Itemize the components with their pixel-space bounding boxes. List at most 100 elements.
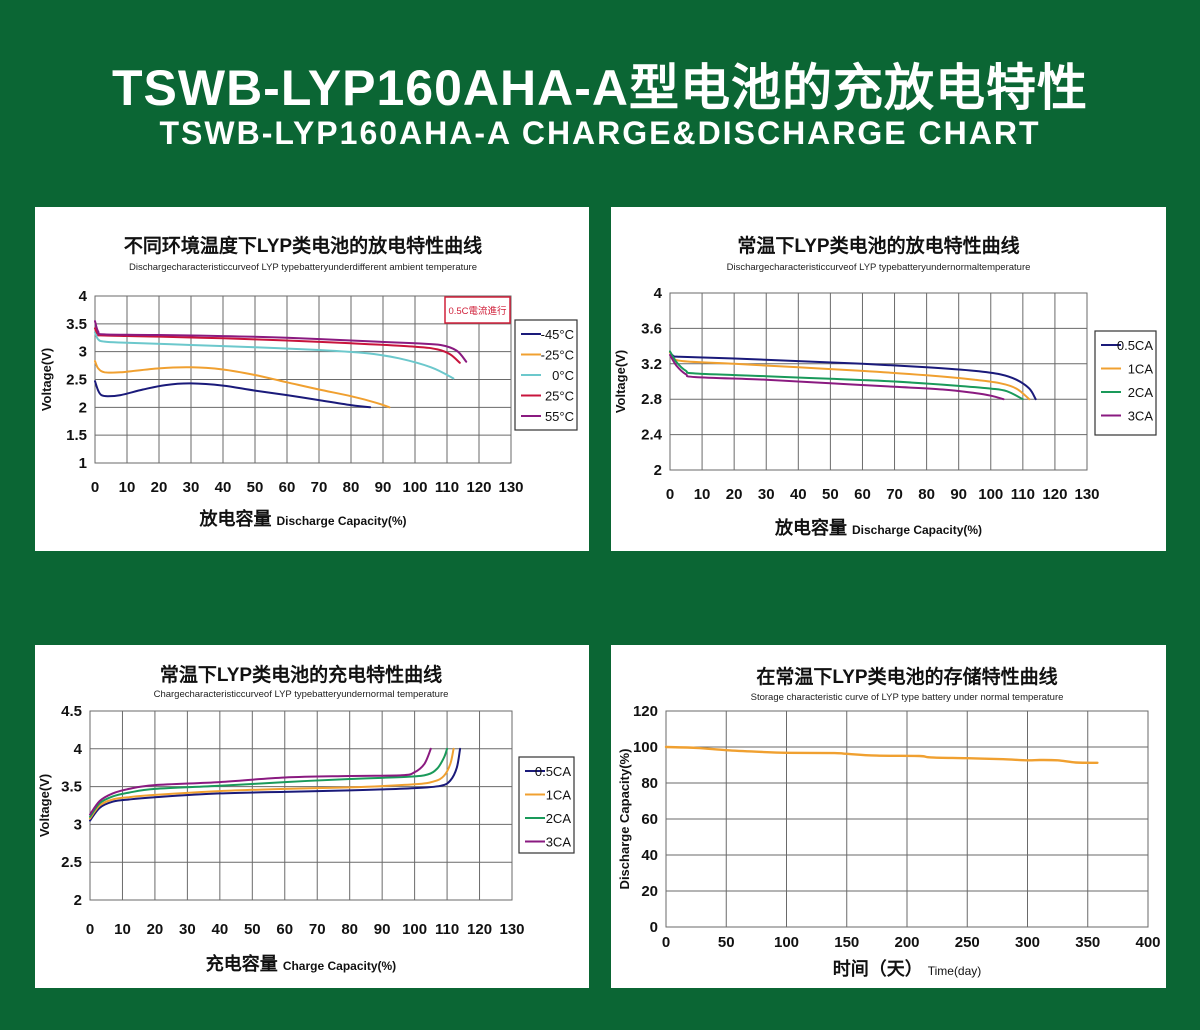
x-tick-label: 70	[886, 486, 903, 503]
series-line-0C	[94, 331, 455, 380]
series-line-3CA	[669, 354, 1005, 401]
y-tick-label: 3.5	[61, 779, 82, 796]
x-tick-label: 120	[1042, 486, 1067, 503]
x-axis-label-cn: 放电容量	[774, 517, 852, 538]
series-line-2CA	[669, 350, 1024, 401]
y-tick-label: 1	[79, 455, 87, 472]
x-axis-label: 时间（天） Time(day)	[833, 959, 982, 979]
y-tick-label: 2	[74, 892, 82, 909]
chart-grid	[665, 710, 1149, 928]
y-tick-label: 2	[79, 399, 87, 416]
y-tick-label: 2.8	[641, 391, 662, 408]
x-tick-label: 90	[375, 479, 392, 496]
chart-legend: 0.5CA 1CA 2CA 3CA	[518, 756, 575, 854]
x-tick-label: 20	[726, 486, 743, 503]
x-tick-label: 100	[402, 479, 427, 496]
series-line--45C	[94, 380, 372, 409]
x-tick-label: 70	[311, 479, 328, 496]
legend-label: 3CA	[1128, 409, 1154, 424]
chart-svg: 不同环境温度下LYP类电池的放电特性曲线 Dischargecharacteris…	[39, 234, 578, 529]
x-tick-label: 150	[834, 934, 859, 951]
legend-label: 2CA	[546, 811, 572, 826]
y-tick-label: 3.5	[66, 316, 87, 333]
chart-title: 不同环境温度下LYP类电池的放电特性曲线	[124, 234, 482, 257]
y-tick-label: 40	[641, 847, 658, 864]
y-tick-label: 3	[74, 816, 82, 833]
chart-panel-storage: 在常温下LYP类电池的存储特性曲线 Storage characteristic …	[611, 645, 1166, 988]
x-tick-label: 0	[86, 921, 94, 938]
chart-panel-rate-discharge: 常温下LYP类电池的放电特性曲线 Dischargecharacteristicc…	[611, 207, 1166, 551]
legend-label: 2CA	[1128, 385, 1154, 400]
y-tick-label: 4	[79, 288, 88, 305]
x-tick-label: 120	[467, 921, 492, 938]
x-tick-label: 40	[212, 921, 229, 938]
x-tick-label: 110	[1011, 486, 1035, 503]
chart-subtitle: Storage characteristic curve of LYP type…	[751, 692, 1064, 703]
x-tick-label: 130	[499, 921, 524, 938]
x-axis-label-en: Time(day)	[928, 964, 982, 978]
x-axis-label-en: Discharge Capacity(%)	[852, 523, 982, 537]
x-tick-label: 10	[119, 479, 136, 496]
y-tick-label: 120	[633, 703, 658, 720]
x-tick-label: 50	[247, 479, 264, 496]
legend-label: 1CA	[1128, 362, 1154, 377]
legend-label: 3CA	[546, 835, 572, 850]
annotation-note: 0.5C電流進行	[444, 296, 511, 324]
y-tick-label: 3	[79, 344, 87, 361]
chart-grid	[89, 710, 513, 901]
chart-svg: 在常温下LYP类电池的存储特性曲线 Storage characteristic …	[617, 665, 1161, 979]
x-axis-label: 放电容量 Discharge Capacity(%)	[774, 517, 982, 538]
x-tick-label: 20	[151, 479, 168, 496]
chart-svg: 常温下LYP类电池的充电特性曲线 Chargecharacteristiccurv…	[37, 663, 575, 974]
x-tick-label: 110	[435, 921, 459, 938]
x-axis-label-cn: 时间（天）	[833, 959, 928, 979]
chart-subtitle: Chargecharacteristiccurveof LYP typebatt…	[154, 689, 449, 700]
x-tick-label: 30	[183, 479, 200, 496]
series-line-1CA	[669, 351, 1031, 401]
x-axis-label-en: Charge Capacity(%)	[283, 959, 396, 973]
annotation-text: 0.5C電流進行	[448, 305, 507, 317]
x-axis-label-cn: 充电容量	[206, 953, 283, 974]
y-tick-label: 2	[654, 462, 662, 479]
chart-legend: 0.5CA 1CA 2CA 3CA	[1094, 330, 1157, 436]
legend-label: 25°C	[545, 389, 574, 404]
chart-legend: -45°C -25°C 0°C 25°C 55°C	[514, 319, 578, 431]
y-tick-label: 20	[641, 883, 658, 900]
y-tick-label: 4.5	[61, 703, 82, 720]
series-line-3CA	[89, 747, 432, 816]
x-tick-label: 0	[662, 934, 670, 951]
x-tick-label: 130	[498, 479, 523, 496]
legend-label: 0.5CA	[1117, 338, 1153, 353]
y-tick-label: 100	[633, 739, 658, 756]
y-axis-label: Voltage(V)	[613, 350, 628, 413]
x-tick-label: 80	[918, 486, 935, 503]
x-tick-label: 250	[955, 934, 980, 951]
chart-grid	[94, 295, 512, 464]
chart-title: 常温下LYP类电池的充电特性曲线	[160, 663, 442, 686]
x-axis-label-en: Discharge Capacity(%)	[276, 514, 406, 528]
y-tick-label: 60	[641, 811, 658, 828]
x-tick-label: 90	[374, 921, 391, 938]
x-tick-label: 60	[279, 479, 296, 496]
x-tick-label: 60	[276, 921, 293, 938]
y-tick-label: 2.5	[61, 854, 82, 871]
chart-svg: 常温下LYP类电池的放电特性曲线 Dischargecharacteristicc…	[613, 234, 1157, 538]
series-line-25C	[94, 327, 461, 364]
y-tick-label: 4	[654, 285, 663, 302]
series-line-05CA	[89, 747, 462, 822]
x-tick-label: 70	[309, 921, 326, 938]
chart-panel-rate-charge: 常温下LYP类电池的充电特性曲线 Chargecharacteristiccurv…	[35, 645, 589, 988]
x-tick-label: 120	[466, 479, 491, 496]
x-tick-label: 130	[1074, 486, 1099, 503]
x-tick-label: 30	[758, 486, 775, 503]
x-tick-label: 40	[790, 486, 807, 503]
x-tick-label: 0	[666, 486, 674, 503]
x-tick-label: 40	[215, 479, 232, 496]
x-tick-label: 80	[343, 479, 360, 496]
y-axis-label: Voltage(V)	[37, 774, 52, 837]
y-axis-label: Voltage(V)	[39, 348, 54, 411]
legend-label: -45°C	[541, 327, 574, 342]
x-axis-label: 放电容量 Discharge Capacity(%)	[198, 508, 406, 529]
legend-label: 55°C	[545, 409, 574, 424]
series-line-05CA	[669, 351, 1037, 401]
